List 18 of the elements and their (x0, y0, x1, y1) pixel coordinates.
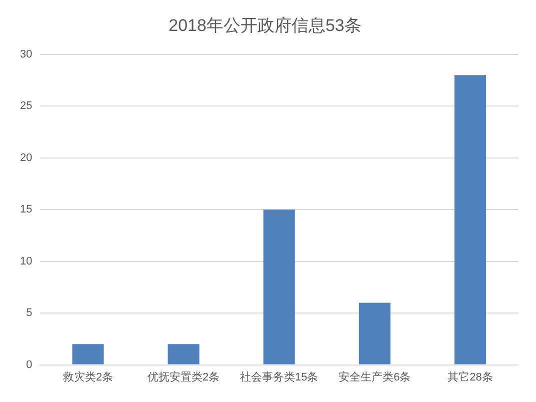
bar (168, 344, 200, 364)
x-tick-label: 优抚安置类2条 (148, 370, 220, 384)
y-tick-label: 10 (20, 255, 32, 268)
x-tick-label: 社会事务类15条 (240, 370, 318, 384)
bar (72, 344, 104, 364)
x-tick-label: 其它28条 (448, 370, 493, 384)
y-tick-label: 5 (26, 307, 32, 320)
bar (263, 210, 295, 364)
y-tick-label: 0 (26, 358, 32, 371)
chart-title: 2018年公开政府信息53条 (168, 16, 362, 35)
bar (358, 302, 390, 364)
y-tick-label: 25 (20, 100, 32, 112)
x-tick-label: 救灾类2条 (62, 370, 114, 384)
y-tick-label: 30 (20, 48, 32, 60)
y-tick-label: 15 (20, 204, 32, 216)
x-tick-label: 安全生产类6条 (338, 370, 411, 384)
bar (454, 75, 486, 364)
y-tick-label: 20 (20, 152, 32, 164)
